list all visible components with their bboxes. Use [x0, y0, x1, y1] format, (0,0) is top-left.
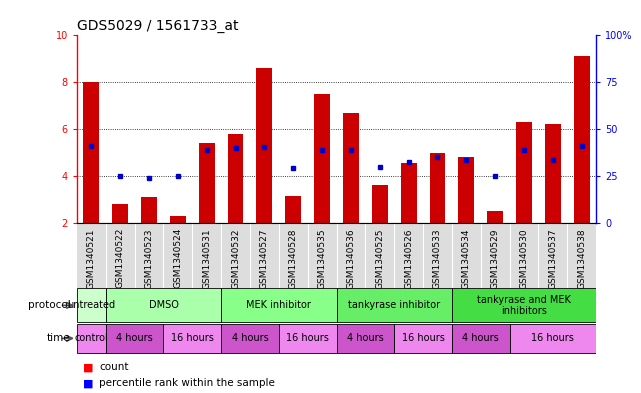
- Bar: [545, 125, 561, 223]
- Text: GSM1340527: GSM1340527: [260, 228, 269, 288]
- Text: untreated: untreated: [67, 300, 115, 310]
- Bar: [337, 324, 394, 353]
- Bar: [199, 143, 215, 223]
- Bar: [83, 82, 99, 223]
- Bar: [256, 68, 272, 223]
- Bar: [314, 94, 330, 223]
- Text: GSM1340524: GSM1340524: [173, 228, 183, 288]
- Text: GSM1340533: GSM1340533: [433, 228, 442, 288]
- Bar: [343, 113, 359, 223]
- Bar: [221, 324, 279, 353]
- Text: GSM1340530: GSM1340530: [519, 228, 529, 288]
- Bar: [221, 288, 337, 322]
- Text: 4 hours: 4 hours: [116, 333, 153, 343]
- Text: protocol: protocol: [28, 300, 71, 310]
- Text: 4 hours: 4 hours: [462, 333, 499, 343]
- Bar: [141, 197, 157, 223]
- Bar: [458, 157, 474, 223]
- Text: 4 hours: 4 hours: [231, 333, 269, 343]
- Bar: [487, 211, 503, 223]
- Text: GSM1340523: GSM1340523: [144, 228, 154, 288]
- Bar: [401, 163, 417, 223]
- Bar: [510, 324, 596, 353]
- Bar: [77, 324, 106, 353]
- Text: 16 hours: 16 hours: [402, 333, 444, 343]
- Text: ■: ■: [83, 362, 94, 373]
- Bar: [574, 57, 590, 223]
- Text: time: time: [47, 333, 71, 343]
- Text: GSM1340534: GSM1340534: [462, 228, 471, 288]
- Bar: [163, 324, 221, 353]
- Text: GSM1340526: GSM1340526: [404, 228, 413, 288]
- Bar: [394, 324, 452, 353]
- Bar: [285, 196, 301, 223]
- Text: GSM1340528: GSM1340528: [288, 228, 298, 288]
- Text: count: count: [99, 362, 129, 373]
- Bar: [112, 204, 128, 223]
- Bar: [429, 152, 445, 223]
- Text: GSM1340536: GSM1340536: [346, 228, 356, 288]
- Text: GSM1340532: GSM1340532: [231, 228, 240, 288]
- Text: 4 hours: 4 hours: [347, 333, 384, 343]
- Bar: [77, 288, 106, 322]
- Text: tankyrase inhibitor: tankyrase inhibitor: [348, 300, 440, 310]
- Bar: [106, 288, 221, 322]
- Text: GSM1340535: GSM1340535: [317, 228, 327, 288]
- Text: GSM1340521: GSM1340521: [87, 228, 96, 288]
- Text: 16 hours: 16 hours: [531, 333, 574, 343]
- Text: MEK inhibitor: MEK inhibitor: [246, 300, 312, 310]
- Text: GSM1340525: GSM1340525: [375, 228, 385, 288]
- Text: GSM1340537: GSM1340537: [548, 228, 558, 288]
- Bar: [516, 122, 532, 223]
- Bar: [106, 324, 163, 353]
- Bar: [228, 134, 244, 223]
- Bar: [337, 288, 452, 322]
- Text: control: control: [74, 333, 108, 343]
- Bar: [279, 324, 337, 353]
- Text: GSM1340529: GSM1340529: [490, 228, 500, 288]
- Bar: [452, 288, 596, 322]
- Text: GSM1340531: GSM1340531: [202, 228, 212, 288]
- Text: percentile rank within the sample: percentile rank within the sample: [99, 378, 275, 388]
- Text: GSM1340538: GSM1340538: [577, 228, 587, 288]
- Text: GDS5029 / 1561733_at: GDS5029 / 1561733_at: [77, 19, 238, 33]
- Text: tankyrase and MEK
inhibitors: tankyrase and MEK inhibitors: [477, 295, 571, 316]
- Text: 16 hours: 16 hours: [287, 333, 329, 343]
- Text: DMSO: DMSO: [149, 300, 178, 310]
- Text: GSM1340522: GSM1340522: [115, 228, 125, 288]
- Text: 16 hours: 16 hours: [171, 333, 213, 343]
- Bar: [170, 216, 186, 223]
- Bar: [372, 185, 388, 223]
- Text: ■: ■: [83, 378, 94, 388]
- Bar: [452, 324, 510, 353]
